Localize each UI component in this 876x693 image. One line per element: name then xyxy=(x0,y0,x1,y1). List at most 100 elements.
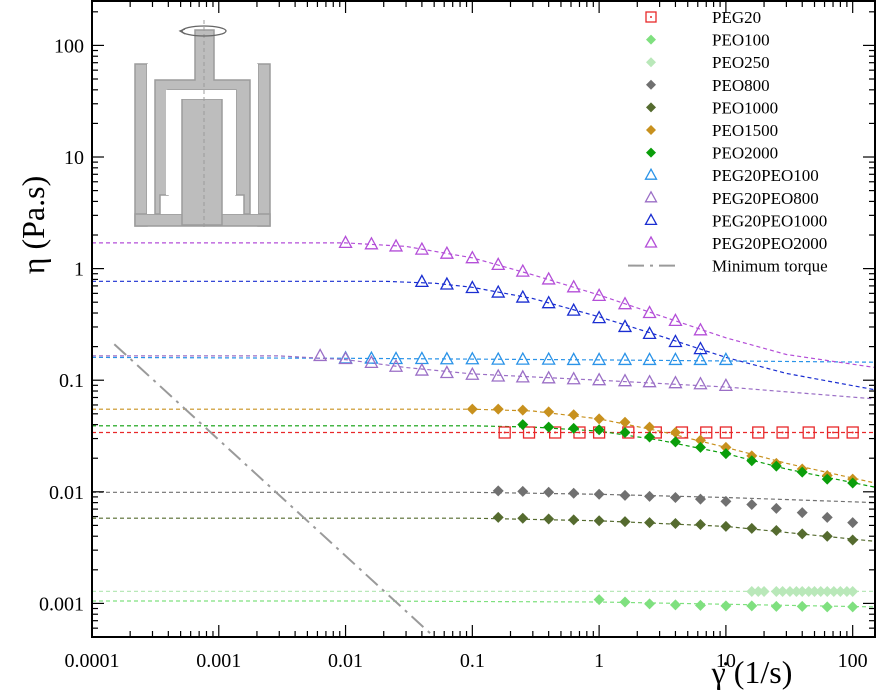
point-peo1000 xyxy=(593,515,605,527)
point-peo250 xyxy=(746,585,758,597)
point-peo2000 xyxy=(746,455,758,467)
point-peg20peo100 xyxy=(566,352,581,366)
point-peo2000 xyxy=(770,460,782,472)
point-peo250 xyxy=(758,585,770,597)
point-peo800 xyxy=(543,486,555,498)
legend-swatch-peg20peo1000 xyxy=(644,213,658,226)
point-peo250 xyxy=(803,585,815,597)
point-peg20peo800 xyxy=(668,375,683,389)
point-peg20peo2000 xyxy=(465,250,480,264)
point-peo2000 xyxy=(669,436,681,448)
point-peg20peo800 xyxy=(439,365,454,379)
point-peg20peo800 xyxy=(414,362,429,376)
point-peg20peo100 xyxy=(364,350,379,364)
x-tick-label: 0.01 xyxy=(328,650,363,672)
point-peg20peo2000 xyxy=(566,279,581,293)
point-peo250 xyxy=(796,585,808,597)
fit-line-peo800 xyxy=(92,491,876,504)
point-peo1500 xyxy=(593,413,605,425)
fit-line-peg20peo800 xyxy=(92,355,876,400)
point-peo1500 xyxy=(568,409,580,421)
point-peg20 xyxy=(802,426,815,439)
point-peo1500 xyxy=(644,421,656,433)
y-tick-label: 100 xyxy=(54,35,84,57)
point-peo250 xyxy=(828,585,840,597)
point-peg20peo1000 xyxy=(642,326,657,340)
fit-line-peo1000 xyxy=(92,517,876,542)
point-peo2000 xyxy=(517,419,529,431)
point-peo800 xyxy=(694,493,706,505)
point-peo250 xyxy=(752,585,764,597)
point-peg20peo1000 xyxy=(668,334,683,348)
point-peg20peo800 xyxy=(617,373,633,387)
legend-label-peg20peo800: PEG20PEO800 xyxy=(712,189,819,208)
point-peg20peo1000 xyxy=(693,341,708,355)
legend: PEG20PEO100PEO250PEO800PEO1000PEO1500PEO… xyxy=(628,8,828,276)
fit-line-peg20peo100 xyxy=(91,356,876,363)
fit-lines xyxy=(91,242,876,638)
point-peg20peo1000 xyxy=(414,274,429,288)
point-peg20peo2000 xyxy=(642,305,657,319)
data-markers xyxy=(313,235,859,613)
legend-label-minimum-torque: Minimum torque xyxy=(712,257,828,276)
point-peg20peo2000 xyxy=(338,235,353,249)
point-peg20peo2000 xyxy=(515,263,530,277)
x-tick-label: 0.0001 xyxy=(65,650,120,672)
point-peg20peo100 xyxy=(491,351,506,365)
point-peo1500 xyxy=(517,404,529,416)
point-peo1000 xyxy=(770,525,782,537)
point-peg20peo100 xyxy=(642,352,657,366)
point-peo100 xyxy=(720,600,732,612)
point-peo250 xyxy=(784,585,796,597)
point-peo1000 xyxy=(746,522,758,534)
point-peo800 xyxy=(568,487,580,499)
legend-swatch-peo1500 xyxy=(646,125,656,135)
x-axis-title: γ̇ (1/s) xyxy=(711,654,793,690)
point-peo1500 xyxy=(466,403,478,415)
point-peo1000 xyxy=(517,512,529,524)
fit-line-peo100 xyxy=(92,600,876,608)
point-peo1500 xyxy=(619,416,631,428)
legend-swatch-peo100 xyxy=(646,34,656,45)
point-peo100 xyxy=(669,599,681,611)
point-peo100 xyxy=(847,601,859,613)
point-peo1500 xyxy=(543,406,555,418)
point-peg20peo2000 xyxy=(693,322,708,336)
x-tick-label: 0.001 xyxy=(196,650,241,672)
point-peo1000 xyxy=(847,534,859,546)
point-peg20peo800 xyxy=(491,368,506,382)
point-peg20peo800 xyxy=(693,376,708,390)
point-peg20peo2000 xyxy=(617,296,633,310)
point-peo800 xyxy=(669,491,681,503)
point-peg20 xyxy=(700,426,713,439)
point-peo250 xyxy=(821,585,833,597)
point-peo1500 xyxy=(720,441,732,453)
point-peo1500 xyxy=(694,434,706,446)
point-peg20peo800 xyxy=(338,351,353,365)
point-peo1500 xyxy=(669,426,681,438)
couette-cell-icon xyxy=(134,20,271,230)
x-tick-label: 1 xyxy=(594,650,604,672)
y-tick-label: 0.1 xyxy=(59,370,84,392)
point-peo1000 xyxy=(694,518,706,530)
point-peo800 xyxy=(619,489,631,501)
point-peg20peo2000 xyxy=(541,271,556,285)
point-peo2000 xyxy=(847,477,859,489)
point-peo1000 xyxy=(568,514,580,526)
point-peo1000 xyxy=(720,520,732,532)
fit-line-minimum-torque xyxy=(113,343,435,638)
point-peo250 xyxy=(809,585,821,597)
point-peo100 xyxy=(694,599,706,611)
fit-line-peg20peo1000 xyxy=(92,280,876,391)
point-peo1000 xyxy=(821,530,833,542)
point-peg20peo800 xyxy=(718,377,733,392)
point-peg20peo100 xyxy=(414,351,429,365)
legend-swatch-peg20 xyxy=(645,11,657,23)
point-peg20 xyxy=(776,426,789,439)
point-peo100 xyxy=(746,600,758,612)
point-peg20peo2000 xyxy=(668,313,683,327)
point-peg20peo800 xyxy=(642,374,657,388)
plot-frame xyxy=(91,0,876,638)
fit-line-peo2000 xyxy=(92,425,876,488)
